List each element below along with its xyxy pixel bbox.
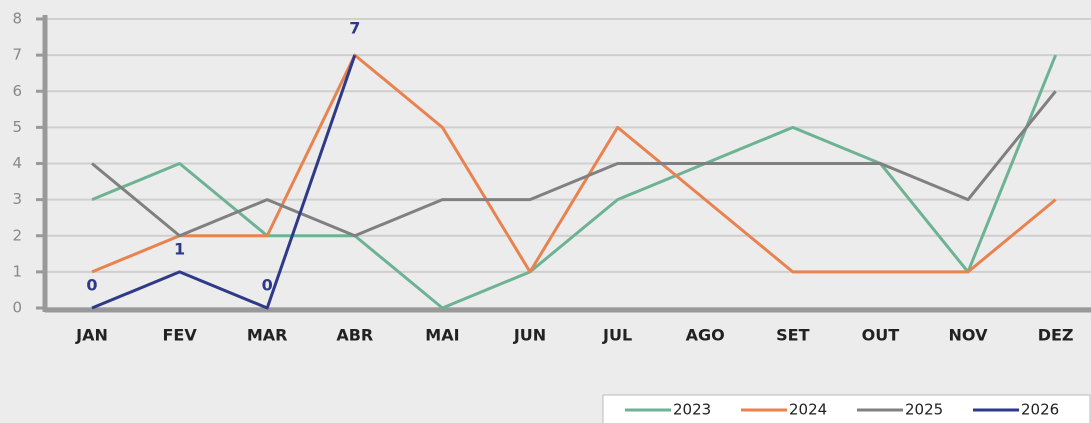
- series-line: [91, 54, 357, 310]
- series-line: [91, 54, 1057, 310]
- x-tick-label: AGO: [686, 326, 725, 345]
- y-tick-label: 1: [12, 262, 22, 280]
- y-tick-label: 8: [12, 10, 22, 28]
- x-tick-label: MAR: [247, 326, 288, 345]
- legend-label: 2023: [673, 401, 711, 419]
- y-tick-label: 5: [12, 118, 22, 136]
- x-tick-label: JUL: [602, 326, 632, 345]
- x-tick-label: DEZ: [1038, 326, 1074, 345]
- series-line: [91, 53, 1057, 274]
- x-tick-label: MAI: [425, 326, 459, 345]
- y-tick-label: 6: [12, 82, 22, 100]
- x-tick-label: OUT: [862, 326, 900, 345]
- legend-label: 2026: [1021, 401, 1059, 419]
- y-tick-label: 3: [12, 190, 22, 208]
- y-tick-label: 0: [12, 299, 22, 317]
- data-label: 1: [174, 239, 185, 258]
- x-tick-label: NOV: [949, 326, 989, 345]
- data-label: 0: [86, 276, 97, 295]
- x-tick-label: JUN: [513, 326, 546, 345]
- x-tick-label: SET: [776, 326, 809, 345]
- y-tick-label: 7: [12, 46, 22, 64]
- data-label: 0: [262, 276, 273, 295]
- x-tick-label: ABR: [336, 326, 373, 345]
- data-label: 7: [349, 19, 360, 38]
- legend-label: 2024: [789, 401, 827, 419]
- x-tick-label: JAN: [75, 326, 108, 345]
- legend-label: 2025: [905, 401, 943, 419]
- y-tick-label: 4: [12, 154, 22, 172]
- series-line: [91, 90, 1057, 238]
- y-tick-label: 2: [12, 226, 22, 244]
- x-tick-label: FEV: [162, 326, 197, 345]
